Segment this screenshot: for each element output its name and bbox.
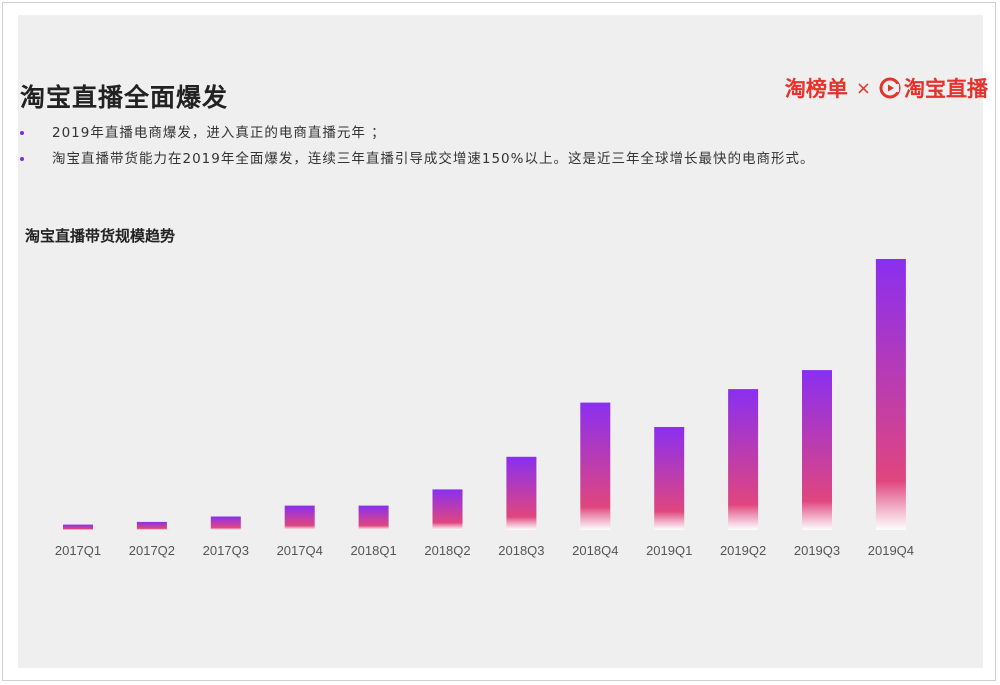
bullet-text: 淘宝直播带货能力在2019年全面爆发，连续三年直播引导成交增速150%以上。这是… <box>52 151 815 167</box>
x-tick-label: 2018Q3 <box>498 543 544 558</box>
taobao-live-label: 淘宝直播 <box>904 77 988 101</box>
x-tick-label: 2017Q3 <box>203 543 249 558</box>
bar-2017Q1 <box>63 524 93 530</box>
bar-2017Q2 <box>136 521 167 530</box>
x-tick-label: 2018Q1 <box>350 543 396 558</box>
bar-2019Q2 <box>728 389 759 530</box>
bar-2017Q4 <box>284 505 315 530</box>
bullet-dot <box>20 157 24 161</box>
play-icon <box>879 77 901 99</box>
x-tick-label: 2018Q2 <box>424 543 470 558</box>
slide-background <box>18 15 983 668</box>
x-tick-label: 2019Q2 <box>720 543 766 558</box>
cross-separator: × <box>855 77 871 99</box>
bar-2017Q3 <box>210 516 241 531</box>
x-tick-label: 2019Q4 <box>868 543 914 558</box>
brand-logos: 淘榜单 × 淘宝直播 <box>785 73 988 103</box>
bar-2019Q4 <box>875 259 906 530</box>
bullet-item: 淘宝直播带货能力在2019年全面爆发，连续三年直播引导成交增速150%以上。这是… <box>20 146 814 172</box>
x-tick-label: 2017Q1 <box>55 543 101 558</box>
bar-2018Q2 <box>432 489 463 530</box>
bullet-list: 2019年直播电商爆发，进入真正的电商直播元年 ； 淘宝直播带货能力在2019年… <box>20 120 814 172</box>
bar-2018Q3 <box>506 456 537 530</box>
chart-title: 淘宝直播带货规模趋势 <box>25 227 176 245</box>
x-tick-label: 2019Q1 <box>646 543 692 558</box>
bullet-dot <box>20 131 24 135</box>
bullet-item: 2019年直播电商爆发，进入真正的电商直播元年 ； <box>20 120 814 146</box>
bar-2018Q1 <box>358 505 389 530</box>
bar-2019Q3 <box>802 370 832 530</box>
page-title: 淘宝直播全面爆发 <box>20 83 229 112</box>
x-tick-label: 2017Q4 <box>277 543 323 558</box>
bullet-text: 2019年直播电商爆发，进入真正的电商直播元年 ； <box>52 125 386 141</box>
taobangdan-logo: 淘榜单 <box>784 77 848 101</box>
x-tick-label: 2019Q3 <box>794 543 840 558</box>
x-tick-label: 2018Q4 <box>572 543 618 558</box>
bar-2018Q4 <box>580 402 611 530</box>
bar-2019Q1 <box>654 427 685 530</box>
x-tick-label: 2017Q2 <box>129 543 175 558</box>
taobao-live-logo: 淘宝直播 <box>879 73 988 103</box>
